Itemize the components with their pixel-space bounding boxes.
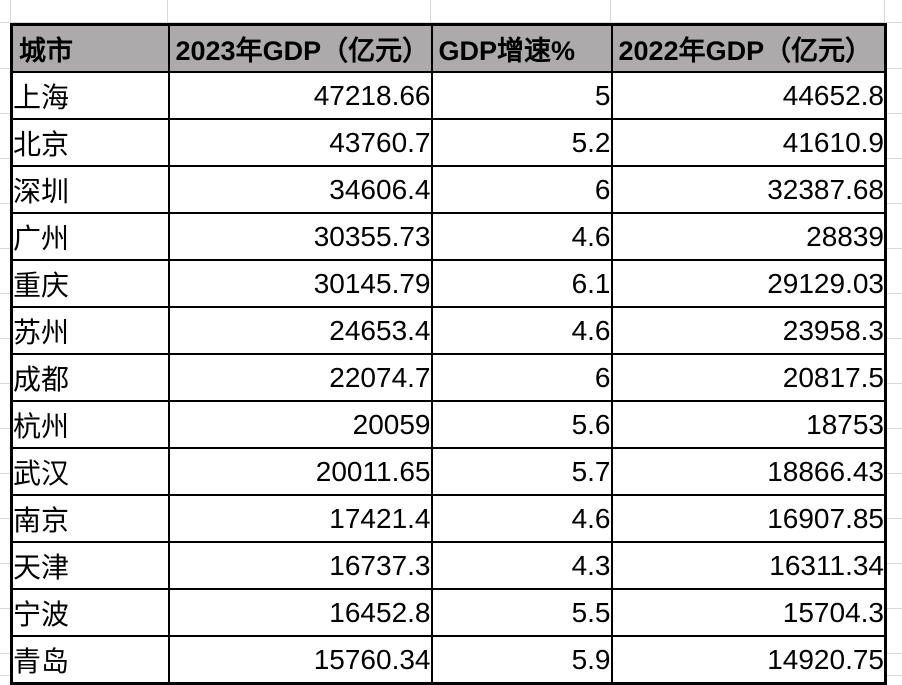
table-row: 南京 17421.4 4.6 16907.85 bbox=[10, 494, 887, 543]
header-row: 城市 2023年GDP（亿元） GDP增速% 2022年GDP（亿元） bbox=[10, 23, 887, 73]
cell-growth[interactable]: 4.6 bbox=[430, 494, 613, 543]
cell-gdp2022[interactable]: 20817.5 bbox=[610, 353, 887, 402]
cell-city[interactable]: 杭州 bbox=[10, 400, 170, 449]
cell-gdp2022[interactable]: 18753 bbox=[610, 400, 887, 449]
table-row: 苏州 24653.4 4.6 23958.3 bbox=[10, 306, 887, 355]
cell-gdp2023[interactable]: 16452.8 bbox=[167, 588, 433, 637]
cell-gdp2023[interactable]: 43760.7 bbox=[167, 118, 433, 167]
table-row: 武汉 20011.65 5.7 18866.43 bbox=[10, 447, 887, 496]
cell-gdp2023[interactable]: 20059 bbox=[167, 400, 433, 449]
table-body: 上海 47218.66 5 44652.8 北京 43760.7 5.2 41610.9 深圳 3… bbox=[10, 71, 887, 685]
cell-city[interactable]: 广州 bbox=[10, 212, 170, 261]
city-gdp-table: 城市 2023年GDP（亿元） GDP增速% 2022年GDP（亿元） 上海 47218… bbox=[10, 23, 887, 685]
table-row: 北京 43760.7 5.2 41610.9 bbox=[10, 118, 887, 167]
cell-city[interactable]: 深圳 bbox=[10, 165, 170, 214]
cell-city[interactable]: 武汉 bbox=[10, 447, 170, 496]
table-row: 宁波 16452.8 5.5 15704.3 bbox=[10, 588, 887, 637]
cell-growth[interactable]: 5 bbox=[430, 71, 613, 120]
cell-gdp2022[interactable]: 16907.85 bbox=[610, 494, 887, 543]
column-header-gdp2022[interactable]: 2022年GDP（亿元） bbox=[610, 23, 887, 73]
table-row: 天津 16737.3 4.3 16311.34 bbox=[10, 541, 887, 590]
cell-city[interactable]: 苏州 bbox=[10, 306, 170, 355]
cell-gdp2022[interactable]: 44652.8 bbox=[610, 71, 887, 120]
cell-city[interactable]: 南京 bbox=[10, 494, 170, 543]
cell-gdp2023[interactable]: 17421.4 bbox=[167, 494, 433, 543]
sheet-row-gridline bbox=[0, 22, 902, 23]
cell-gdp2022[interactable]: 29129.03 bbox=[610, 259, 887, 308]
cell-growth[interactable]: 5.9 bbox=[430, 635, 613, 685]
cell-gdp2023[interactable]: 30355.73 bbox=[167, 212, 433, 261]
cell-growth[interactable]: 6 bbox=[430, 165, 613, 214]
column-header-growth[interactable]: GDP增速% bbox=[430, 23, 613, 73]
table-row: 成都 22074.7 6 20817.5 bbox=[10, 353, 887, 402]
cell-gdp2023[interactable]: 34606.4 bbox=[167, 165, 433, 214]
cell-city[interactable]: 北京 bbox=[10, 118, 170, 167]
table-row: 深圳 34606.4 6 32387.68 bbox=[10, 165, 887, 214]
column-header-gdp2023[interactable]: 2023年GDP（亿元） bbox=[167, 23, 433, 73]
cell-city[interactable]: 宁波 bbox=[10, 588, 170, 637]
cell-growth[interactable]: 6 bbox=[430, 353, 613, 402]
cell-city[interactable]: 重庆 bbox=[10, 259, 170, 308]
cell-growth[interactable]: 4.3 bbox=[430, 541, 613, 590]
cell-city[interactable]: 成都 bbox=[10, 353, 170, 402]
cell-growth[interactable]: 6.1 bbox=[430, 259, 613, 308]
cell-gdp2022[interactable]: 16311.34 bbox=[610, 541, 887, 590]
cell-gdp2022[interactable]: 28839 bbox=[610, 212, 887, 261]
cell-gdp2022[interactable]: 18866.43 bbox=[610, 447, 887, 496]
cell-gdp2023[interactable]: 22074.7 bbox=[167, 353, 433, 402]
cell-growth[interactable]: 4.6 bbox=[430, 212, 613, 261]
table-row: 上海 47218.66 5 44652.8 bbox=[10, 71, 887, 120]
cell-city[interactable]: 天津 bbox=[10, 541, 170, 590]
cell-gdp2023[interactable]: 16737.3 bbox=[167, 541, 433, 590]
cell-gdp2022[interactable]: 41610.9 bbox=[610, 118, 887, 167]
cell-growth[interactable]: 5.2 bbox=[430, 118, 613, 167]
cell-gdp2022[interactable]: 32387.68 bbox=[610, 165, 887, 214]
cell-city[interactable]: 青岛 bbox=[10, 635, 170, 685]
cell-gdp2023[interactable]: 24653.4 bbox=[167, 306, 433, 355]
cell-growth[interactable]: 5.6 bbox=[430, 400, 613, 449]
table-row: 青岛 15760.34 5.9 14920.75 bbox=[10, 635, 887, 685]
table-row: 广州 30355.73 4.6 28839 bbox=[10, 212, 887, 261]
column-header-city[interactable]: 城市 bbox=[10, 23, 170, 73]
cell-growth[interactable]: 4.6 bbox=[430, 306, 613, 355]
cell-gdp2022[interactable]: 23958.3 bbox=[610, 306, 887, 355]
cell-gdp2023[interactable]: 47218.66 bbox=[167, 71, 433, 120]
cell-gdp2023[interactable]: 30145.79 bbox=[167, 259, 433, 308]
cell-gdp2022[interactable]: 15704.3 bbox=[610, 588, 887, 637]
cell-gdp2023[interactable]: 15760.34 bbox=[167, 635, 433, 685]
cell-growth[interactable]: 5.7 bbox=[430, 447, 613, 496]
cell-gdp2022[interactable]: 14920.75 bbox=[610, 635, 887, 685]
cell-gdp2023[interactable]: 20011.65 bbox=[167, 447, 433, 496]
table-row: 杭州 20059 5.6 18753 bbox=[10, 400, 887, 449]
cell-growth[interactable]: 5.5 bbox=[430, 588, 613, 637]
table-row: 重庆 30145.79 6.1 29129.03 bbox=[10, 259, 887, 308]
cell-city[interactable]: 上海 bbox=[10, 71, 170, 120]
